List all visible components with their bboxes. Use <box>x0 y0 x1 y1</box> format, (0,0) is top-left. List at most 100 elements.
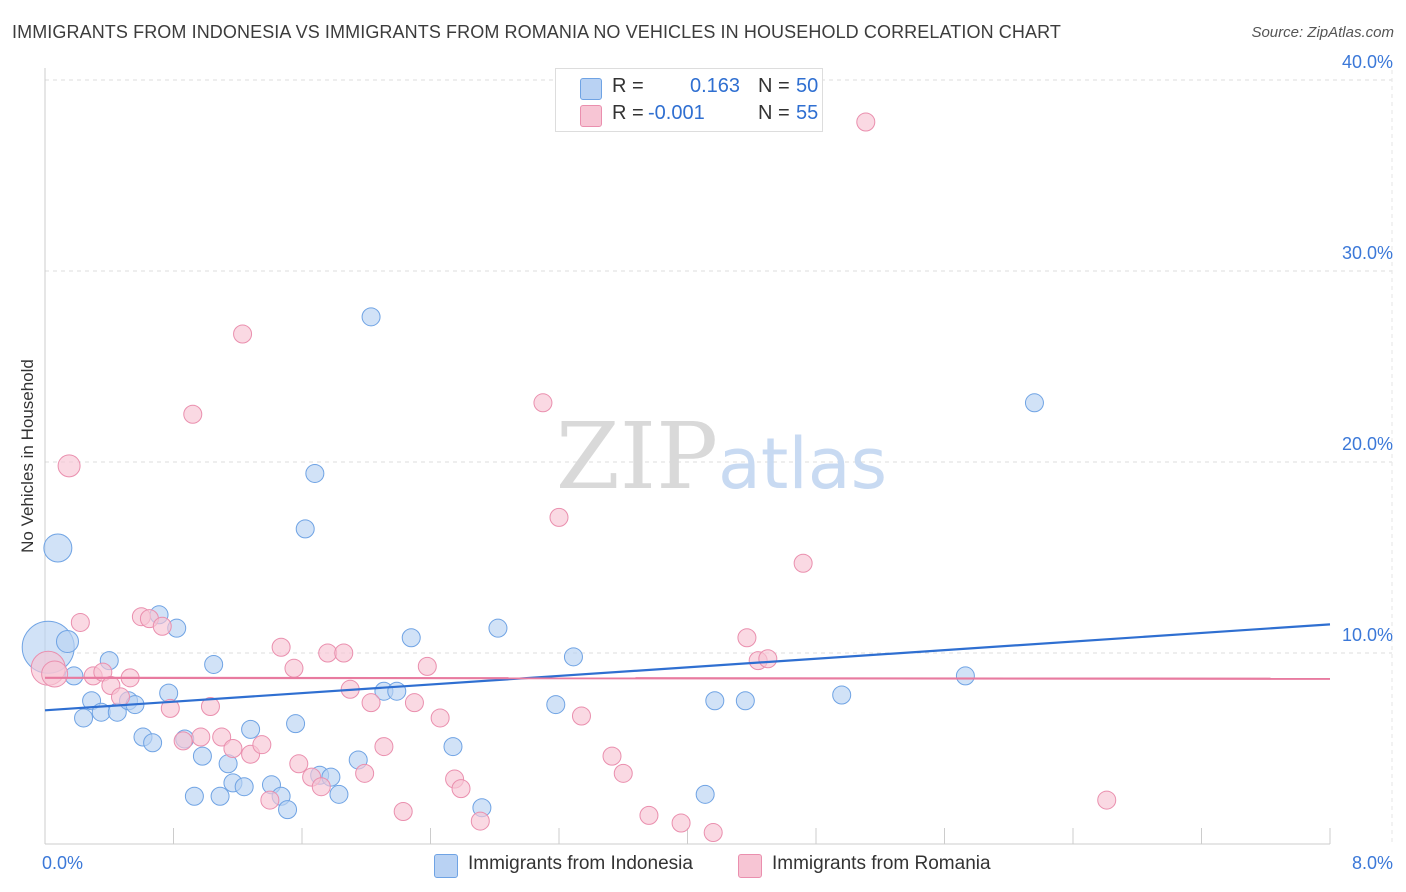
r-value: 0.163 <box>690 75 741 97</box>
legend-label: Immigrants from Indonesia <box>468 853 693 874</box>
indonesia-point <box>955 666 975 686</box>
romania-point <box>152 616 172 636</box>
romania-point <box>183 404 203 424</box>
indonesia-point <box>705 691 725 711</box>
romania-point <box>41 660 69 688</box>
romania-point <box>260 790 280 810</box>
indonesia-point <box>1024 393 1044 413</box>
stats-legend: R = 0.163 N = 50 R = -0.001 N = 55 <box>555 68 823 132</box>
r-label: R = <box>612 75 644 97</box>
romania-point <box>289 754 309 774</box>
romania-legend-swatch <box>738 854 762 878</box>
watermark: ZIP atlas <box>556 403 887 510</box>
r-value: -0.001 <box>648 102 705 124</box>
x-tick-label-min: 0.0% <box>42 853 83 873</box>
romania-point <box>571 706 591 726</box>
romania-point <box>374 737 394 757</box>
romania-point <box>430 708 450 728</box>
indonesia-swatch <box>580 78 602 100</box>
indonesia-point <box>234 777 254 797</box>
romania-point <box>758 649 778 669</box>
romania-point <box>70 612 90 632</box>
romania-point <box>284 658 304 678</box>
romania-point <box>404 693 424 713</box>
indonesia-point <box>286 714 306 734</box>
legend-label: Immigrants from Romania <box>772 853 991 874</box>
romania-point <box>271 637 291 657</box>
romania-point <box>334 643 354 663</box>
romania-point <box>200 696 220 716</box>
romania-point <box>223 739 243 758</box>
indonesia-point <box>735 691 755 711</box>
x-tick-label-max: 8.0% <box>1352 853 1393 873</box>
tick-labels: 10.0% 20.0% 30.0% 40.0% 0.0% 8.0% <box>42 52 1393 873</box>
romania-point <box>252 735 272 755</box>
romania-point <box>311 777 331 797</box>
indonesia-point <box>563 647 583 667</box>
indonesia-point <box>546 695 566 715</box>
indonesia-point <box>192 746 212 766</box>
indonesia-point <box>443 737 463 757</box>
indonesia-point <box>74 708 94 728</box>
romania-point <box>57 454 81 478</box>
indonesia-point <box>832 685 852 705</box>
indonesia-point <box>43 533 73 563</box>
romania-point <box>613 763 633 783</box>
romania-point <box>639 805 659 825</box>
indonesia-point <box>361 307 381 327</box>
indonesia-trend-line <box>44 623 1331 712</box>
y-tick-label: 10.0% <box>1342 625 1393 645</box>
indonesia-point <box>401 628 421 648</box>
n-label: N = <box>758 102 790 124</box>
indonesia-point <box>143 733 163 753</box>
y-tick-label: 20.0% <box>1342 434 1393 454</box>
indonesia-point <box>55 630 79 654</box>
romania-point <box>110 687 130 707</box>
n-label: N = <box>758 75 790 97</box>
romania-point <box>533 393 553 413</box>
romania-point <box>470 811 490 831</box>
romania-point <box>737 628 757 648</box>
data-points <box>21 112 1117 843</box>
romania-swatch <box>580 105 602 127</box>
romania-point <box>417 656 437 676</box>
indonesia-legend-swatch <box>434 854 458 878</box>
romania-point <box>1097 790 1117 810</box>
chart-title: IMMIGRANTS FROM INDONESIA VS IMMIGRANTS … <box>12 22 1061 42</box>
romania-point <box>355 763 375 783</box>
watermark-zip: ZIP <box>556 403 718 510</box>
source-label: Source: ZipAtlas.com <box>1251 24 1394 41</box>
watermark-atlas: atlas <box>718 423 887 505</box>
indonesia-point <box>210 786 230 806</box>
romania-point <box>671 813 691 833</box>
indonesia-point <box>241 719 261 739</box>
romania-point <box>318 643 338 663</box>
indonesia-point <box>278 800 298 820</box>
y-tick-label: 40.0% <box>1342 52 1393 72</box>
r-label: R = <box>612 102 644 124</box>
indonesia-point <box>204 654 224 674</box>
romania-point <box>602 746 622 766</box>
n-value: 55 <box>796 102 819 124</box>
romania-point <box>361 693 381 713</box>
romania-point <box>191 727 211 747</box>
romania-point <box>549 507 569 527</box>
gridlines <box>45 70 1393 844</box>
indonesia-point <box>387 681 407 701</box>
series-legend: Immigrants from Indonesia Immigrants fro… <box>0 852 1406 878</box>
n-value: 50 <box>796 75 819 97</box>
indonesia-point <box>329 784 349 804</box>
indonesia-point <box>295 519 315 539</box>
romania-point <box>173 731 193 751</box>
y-tick-label: 30.0% <box>1342 243 1393 263</box>
romania-point <box>160 698 180 718</box>
romania-point <box>393 802 413 822</box>
romania-point <box>703 823 723 843</box>
romania-trend-line <box>44 676 1331 680</box>
indonesia-point <box>695 784 715 804</box>
romania-point <box>451 779 471 799</box>
romania-point <box>793 553 813 573</box>
romania-point <box>233 324 253 344</box>
axes <box>44 68 1331 845</box>
